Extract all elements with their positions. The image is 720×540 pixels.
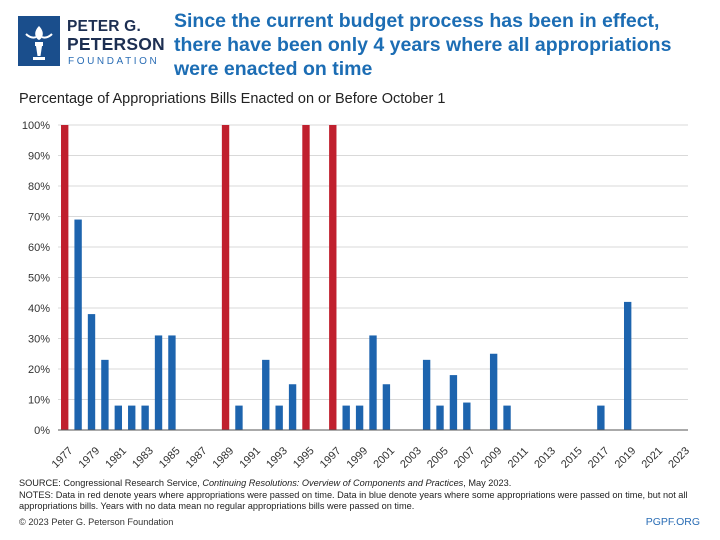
y-tick-label: 30% xyxy=(28,334,50,346)
bar-2001 xyxy=(382,384,391,430)
bar-chart: 0%10%20%30%40%50%60%70%80%90%100% 1977 19… xyxy=(22,120,692,471)
x-axis-ticks: 1977 1979 1981 1983 1985 1987 1989 1991 1993 1995… xyxy=(50,445,692,471)
x-tick-label: 1985 xyxy=(157,445,183,471)
notes-text: NOTES: Data in red denote years where ap… xyxy=(19,489,688,512)
bar-2000 xyxy=(369,335,377,430)
x-tick-label: 2021 xyxy=(639,445,665,471)
x-tick-label: 1987 xyxy=(184,445,210,471)
bar-1994 xyxy=(288,384,297,430)
source-suffix: , May 2023. xyxy=(463,478,512,488)
bar-1992 xyxy=(262,359,270,430)
x-tick-label: 1995 xyxy=(291,445,317,471)
y-tick-label: 0% xyxy=(34,425,50,437)
x-tick-label: 2015 xyxy=(559,445,585,471)
bar-1982 xyxy=(128,405,136,430)
x-tick-label: 1991 xyxy=(237,445,263,471)
bar-2017 xyxy=(597,405,605,430)
bar-1995 xyxy=(302,125,310,430)
bar-1999 xyxy=(355,405,364,430)
bar-1989 xyxy=(221,125,230,430)
source-title: Continuing Resolutions: Overview of Comp… xyxy=(202,478,464,488)
bar-1977 xyxy=(61,125,69,430)
bar-1979 xyxy=(87,314,96,430)
bar-1998 xyxy=(342,405,350,430)
y-tick-label: 90% xyxy=(28,151,50,163)
x-tick-label: 1977 xyxy=(50,445,76,471)
x-tick-label: 2023 xyxy=(666,445,692,471)
y-tick-label: 60% xyxy=(28,242,50,254)
x-tick-label: 2009 xyxy=(479,445,505,471)
x-tick-label: 1981 xyxy=(103,445,129,471)
bar-1984 xyxy=(154,335,163,430)
bars xyxy=(61,125,632,430)
y-tick-label: 70% xyxy=(28,212,50,224)
y-tick-label: 40% xyxy=(28,303,50,315)
x-tick-label: 2013 xyxy=(532,445,558,471)
bar-2019 xyxy=(623,301,632,430)
chart-title: Percentage of Appropriations Bills Enact… xyxy=(19,91,446,107)
logo-line-2: PETERSON xyxy=(67,34,165,54)
x-tick-label: 2011 xyxy=(506,445,531,470)
y-tick-label: 50% xyxy=(28,273,50,285)
x-tick-label: 2005 xyxy=(425,445,451,471)
copyright: © 2023 Peter G. Peterson Foundation xyxy=(19,517,174,527)
bar-1981 xyxy=(114,405,123,430)
x-tick-label: 2017 xyxy=(586,445,612,471)
source-prefix: SOURCE: Congressional Research Service, xyxy=(19,478,203,488)
bar-1983 xyxy=(141,405,149,430)
bar-2004 xyxy=(422,359,431,430)
logo: PETER G. PETERSON FOUNDATION xyxy=(18,16,165,68)
logo-line-1: PETER G. xyxy=(67,18,141,35)
bar-2010 xyxy=(503,405,511,430)
bar-1978 xyxy=(74,219,82,430)
x-tick-label: 2003 xyxy=(398,445,424,471)
bar-2005 xyxy=(436,405,444,430)
x-tick-label: 1989 xyxy=(211,445,237,471)
bar-1985 xyxy=(168,335,176,430)
bar-1993 xyxy=(275,405,283,430)
y-tick-label: 80% xyxy=(28,181,50,193)
x-tick-label: 2001 xyxy=(371,445,397,471)
y-tick-label: 10% xyxy=(28,395,50,407)
bar-1997 xyxy=(329,125,337,430)
bar-2007 xyxy=(463,402,471,430)
y-axis-ticks: 0% 10% 20% 30% 40% 50% 60% 70% 80% 90% 100% xyxy=(22,120,50,437)
y-tick-label: 100% xyxy=(22,120,50,132)
x-tick-label: 1983 xyxy=(130,445,156,471)
bar-2006 xyxy=(449,375,458,430)
x-tick-label: 1999 xyxy=(345,445,371,471)
x-tick-label: 1993 xyxy=(264,445,290,471)
x-tick-label: 1979 xyxy=(76,445,102,471)
headline: Since the current budget process has bee… xyxy=(174,10,672,80)
bar-1990 xyxy=(235,405,243,430)
logo-line-3: FOUNDATION xyxy=(68,56,160,67)
bar-1980 xyxy=(101,359,109,430)
torch-logo-icon xyxy=(18,16,60,66)
site-link[interactable]: PGPF.ORG xyxy=(645,516,700,528)
bar-2009 xyxy=(489,353,498,430)
source-line: SOURCE: Congressional Research Service, … xyxy=(19,478,709,490)
source-notes: SOURCE: Congressional Research Service, … xyxy=(19,478,709,513)
y-tick-label: 20% xyxy=(28,364,50,376)
x-tick-label: 2019 xyxy=(613,445,639,471)
x-tick-label: 2007 xyxy=(452,445,478,471)
x-tick-label: 1997 xyxy=(318,445,344,471)
